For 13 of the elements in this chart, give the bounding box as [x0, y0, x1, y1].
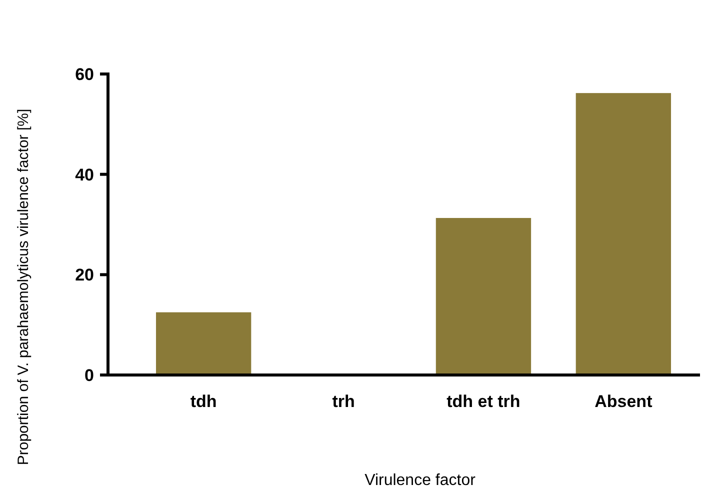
y-tick-label: 0: [84, 366, 94, 385]
y-tick-label: 20: [75, 266, 94, 285]
y-tick-label: 60: [75, 64, 94, 84]
x-axis-title: Virulence factor: [364, 472, 476, 489]
x-tick-label: tdh: [190, 392, 217, 411]
y-axis-title: Proportion of V. parahaemolyticus virulence factor [%]: [15, 108, 32, 466]
bar: [576, 93, 672, 375]
bar: [156, 312, 252, 375]
x-tick-label: trh: [332, 392, 355, 411]
x-tick-label: tdh et trh: [446, 392, 520, 411]
bar: [436, 218, 532, 375]
x-tick-label: Absent: [594, 392, 653, 411]
y-tick-label: 40: [75, 165, 94, 184]
